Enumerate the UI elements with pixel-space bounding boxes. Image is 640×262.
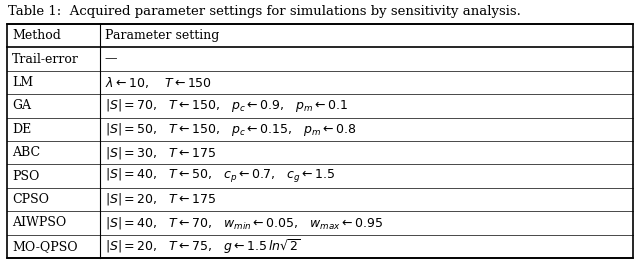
Text: Method: Method [12,29,61,42]
Text: $|S| = 20$,   $T \leftarrow 175$: $|S| = 20$, $T \leftarrow 175$ [105,192,216,208]
Text: LM: LM [12,76,33,89]
Text: MO-QPSO: MO-QPSO [12,240,77,253]
Text: ABC: ABC [12,146,40,159]
Text: $|S| = 40$,   $T \leftarrow 50$,   $c_p \leftarrow 0.7$,   $c_g \leftarrow 1.5$: $|S| = 40$, $T \leftarrow 50$, $c_p \lef… [105,167,335,185]
Text: —: — [105,53,117,66]
Text: GA: GA [12,99,31,112]
Text: $|S| = 30$,   $T \leftarrow 175$: $|S| = 30$, $T \leftarrow 175$ [105,145,216,161]
Text: AIWPSO: AIWPSO [12,216,67,230]
Text: $|S| = 70$,   $T \leftarrow 150$,   $p_c \leftarrow 0.9$,   $p_m \leftarrow 0.1$: $|S| = 70$, $T \leftarrow 150$, $p_c \le… [105,97,348,114]
Text: $|S| = 40$,   $T \leftarrow 70$,   $w_{min} \leftarrow 0.05$,   $w_{max} \leftar: $|S| = 40$, $T \leftarrow 70$, $w_{min} … [105,215,383,231]
Text: Parameter setting: Parameter setting [105,29,219,42]
Text: $|S| = 20$,   $T \leftarrow 75$,   $g \leftarrow 1.5\,ln\sqrt{2}$: $|S| = 20$, $T \leftarrow 75$, $g \lefta… [105,237,301,256]
Text: Table 1:  Acquired parameter settings for simulations by sensitivity analysis.: Table 1: Acquired parameter settings for… [8,4,520,18]
Text: $\lambda \leftarrow 10$,    $T \leftarrow 150$: $\lambda \leftarrow 10$, $T \leftarrow 1… [105,75,212,90]
Text: PSO: PSO [12,170,40,183]
Text: Trail-error: Trail-error [12,53,79,66]
Text: CPSO: CPSO [12,193,49,206]
Bar [7,24,633,258]
Text: DE: DE [12,123,31,136]
Text: $|S| = 50$,   $T \leftarrow 150$,   $p_c \leftarrow 0.15$,   $p_m \leftarrow 0.8: $|S| = 50$, $T \leftarrow 150$, $p_c \le… [105,121,356,138]
